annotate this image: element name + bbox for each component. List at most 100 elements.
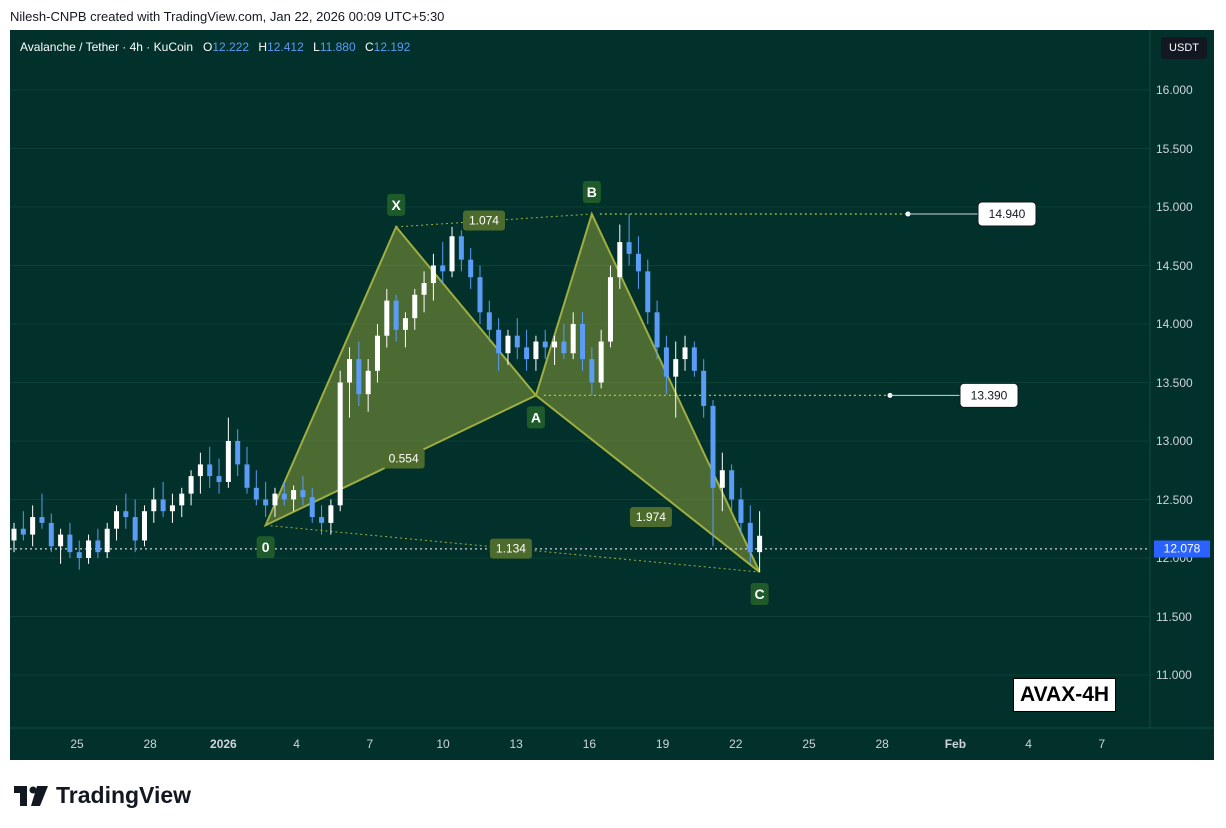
candle-body[interactable] [738, 499, 744, 523]
candle-body[interactable] [356, 359, 362, 395]
candle-body[interactable] [365, 370, 371, 395]
candle-body[interactable] [496, 329, 502, 354]
candle-body[interactable] [58, 534, 64, 547]
candle-body[interactable] [682, 347, 688, 360]
candle-body[interactable] [207, 464, 213, 477]
candle-body[interactable] [374, 335, 380, 371]
time-tick-label: 28 [875, 737, 889, 751]
candle-body[interactable] [319, 517, 325, 523]
candle-body[interactable] [67, 534, 73, 553]
candle-body[interactable] [402, 318, 408, 330]
candle-body[interactable] [412, 294, 418, 319]
candle-body[interactable] [197, 464, 203, 477]
candle-body[interactable] [11, 528, 17, 541]
candle-body[interactable] [468, 259, 474, 278]
candle-body[interactable] [598, 341, 604, 383]
candle-body[interactable] [384, 300, 390, 336]
time-tick-label: 25 [70, 737, 84, 751]
candle-body[interactable] [347, 359, 353, 383]
candle-body[interactable] [291, 490, 297, 500]
candle-body[interactable] [225, 441, 231, 482]
candle-body[interactable] [421, 283, 427, 295]
candle-body[interactable] [663, 347, 669, 377]
candle-body[interactable] [654, 312, 660, 348]
candle-body[interactable] [263, 499, 269, 506]
time-axis[interactable]: 25 28 2026 4 7 10 13 16 19 22 25 28 Feb 4 7 [10, 728, 1214, 760]
pattern-ratio-label: 0.554 [389, 452, 419, 466]
currency-button[interactable]: USDT [1161, 37, 1207, 59]
candle-body[interactable] [300, 490, 306, 498]
candle-body[interactable] [328, 505, 334, 523]
candle-body[interactable] [76, 552, 82, 558]
current-price-badge: 12.078 [1154, 540, 1210, 558]
candle-body[interactable] [449, 236, 455, 272]
candle-body[interactable] [570, 324, 576, 354]
candle-body[interactable] [617, 242, 623, 278]
candle-body[interactable] [589, 359, 595, 383]
candle-body[interactable] [141, 511, 147, 541]
candle-body[interactable] [458, 236, 464, 260]
candle-body[interactable] [253, 487, 259, 500]
price-axis[interactable]: 16.000 15.500 15.000 14.500 14.000 13.500 13.0… [1150, 30, 1214, 728]
candle-body[interactable] [561, 341, 567, 354]
close-label: C [364, 40, 374, 54]
candle-body[interactable] [701, 370, 707, 406]
candle-body[interactable] [430, 265, 436, 284]
candle-body[interactable] [719, 470, 725, 488]
candle-body[interactable] [104, 528, 110, 553]
candle-body[interactable] [757, 535, 763, 553]
candle-body[interactable] [477, 277, 483, 313]
pattern-point-label: 0 [262, 539, 270, 555]
price-tick-label: 11.000 [1156, 668, 1192, 682]
candle-body[interactable] [635, 253, 641, 272]
candle-body[interactable] [39, 517, 45, 523]
chart-pane[interactable]: 14.940 13.390 1.074 0.554 1.974 1.134 0 X A B C Av… [10, 30, 1214, 760]
candle-body[interactable] [607, 277, 613, 342]
candle-body[interactable] [542, 341, 548, 348]
candle-body[interactable] [272, 493, 278, 506]
candle-body[interactable] [281, 493, 287, 500]
candle-body[interactable] [729, 470, 735, 500]
candle-body[interactable] [114, 511, 120, 529]
candle-body[interactable] [337, 382, 343, 506]
candle-body[interactable] [95, 540, 101, 553]
candle-body[interactable] [440, 265, 446, 272]
candle-body[interactable] [309, 497, 315, 518]
price-chart-canvas[interactable]: 14.940 13.390 1.074 0.554 1.974 1.134 0 X A B C [10, 30, 1214, 760]
candle-body[interactable] [747, 522, 753, 553]
candle-body[interactable] [216, 476, 222, 482]
candle-body[interactable] [645, 271, 651, 313]
symbol-title[interactable]: Avalanche / Tether · 4h · KuCoin [20, 40, 193, 54]
candle-body[interactable] [524, 347, 530, 360]
candle-body[interactable] [188, 476, 194, 494]
candle-body[interactable] [486, 312, 492, 330]
candle-body[interactable] [160, 499, 166, 512]
candle-body[interactable] [151, 499, 157, 512]
candle-body[interactable] [244, 464, 250, 488]
candle-body[interactable] [580, 324, 586, 360]
candle-body[interactable] [514, 335, 520, 348]
candle-body[interactable] [179, 493, 185, 506]
candle-body[interactable] [20, 528, 26, 535]
level-callout-box[interactable] [959, 382, 1019, 408]
candle-body[interactable] [235, 441, 241, 465]
tradingview-logo[interactable]: TradingView [14, 782, 191, 809]
candle-body[interactable] [393, 300, 399, 330]
candle-body[interactable] [552, 341, 558, 348]
chart-attribution: Nilesh-CNPB created with TradingView.com… [10, 9, 445, 24]
candle-body[interactable] [533, 341, 539, 360]
candle-body[interactable] [169, 505, 175, 512]
candle-body[interactable] [48, 522, 54, 547]
candle-body[interactable] [86, 540, 92, 558]
candle-body[interactable] [673, 359, 679, 377]
candle-body[interactable] [710, 405, 716, 488]
candle-body[interactable] [505, 335, 511, 354]
candle-body[interactable] [691, 347, 697, 371]
candle-body[interactable] [626, 242, 632, 254]
level-callout-box[interactable] [977, 201, 1037, 227]
time-tick-label: 7 [1098, 737, 1106, 751]
candle-body[interactable] [132, 517, 138, 541]
time-tick-label: 13 [509, 737, 523, 751]
candle-body[interactable] [30, 517, 36, 535]
candle-body[interactable] [123, 511, 129, 518]
